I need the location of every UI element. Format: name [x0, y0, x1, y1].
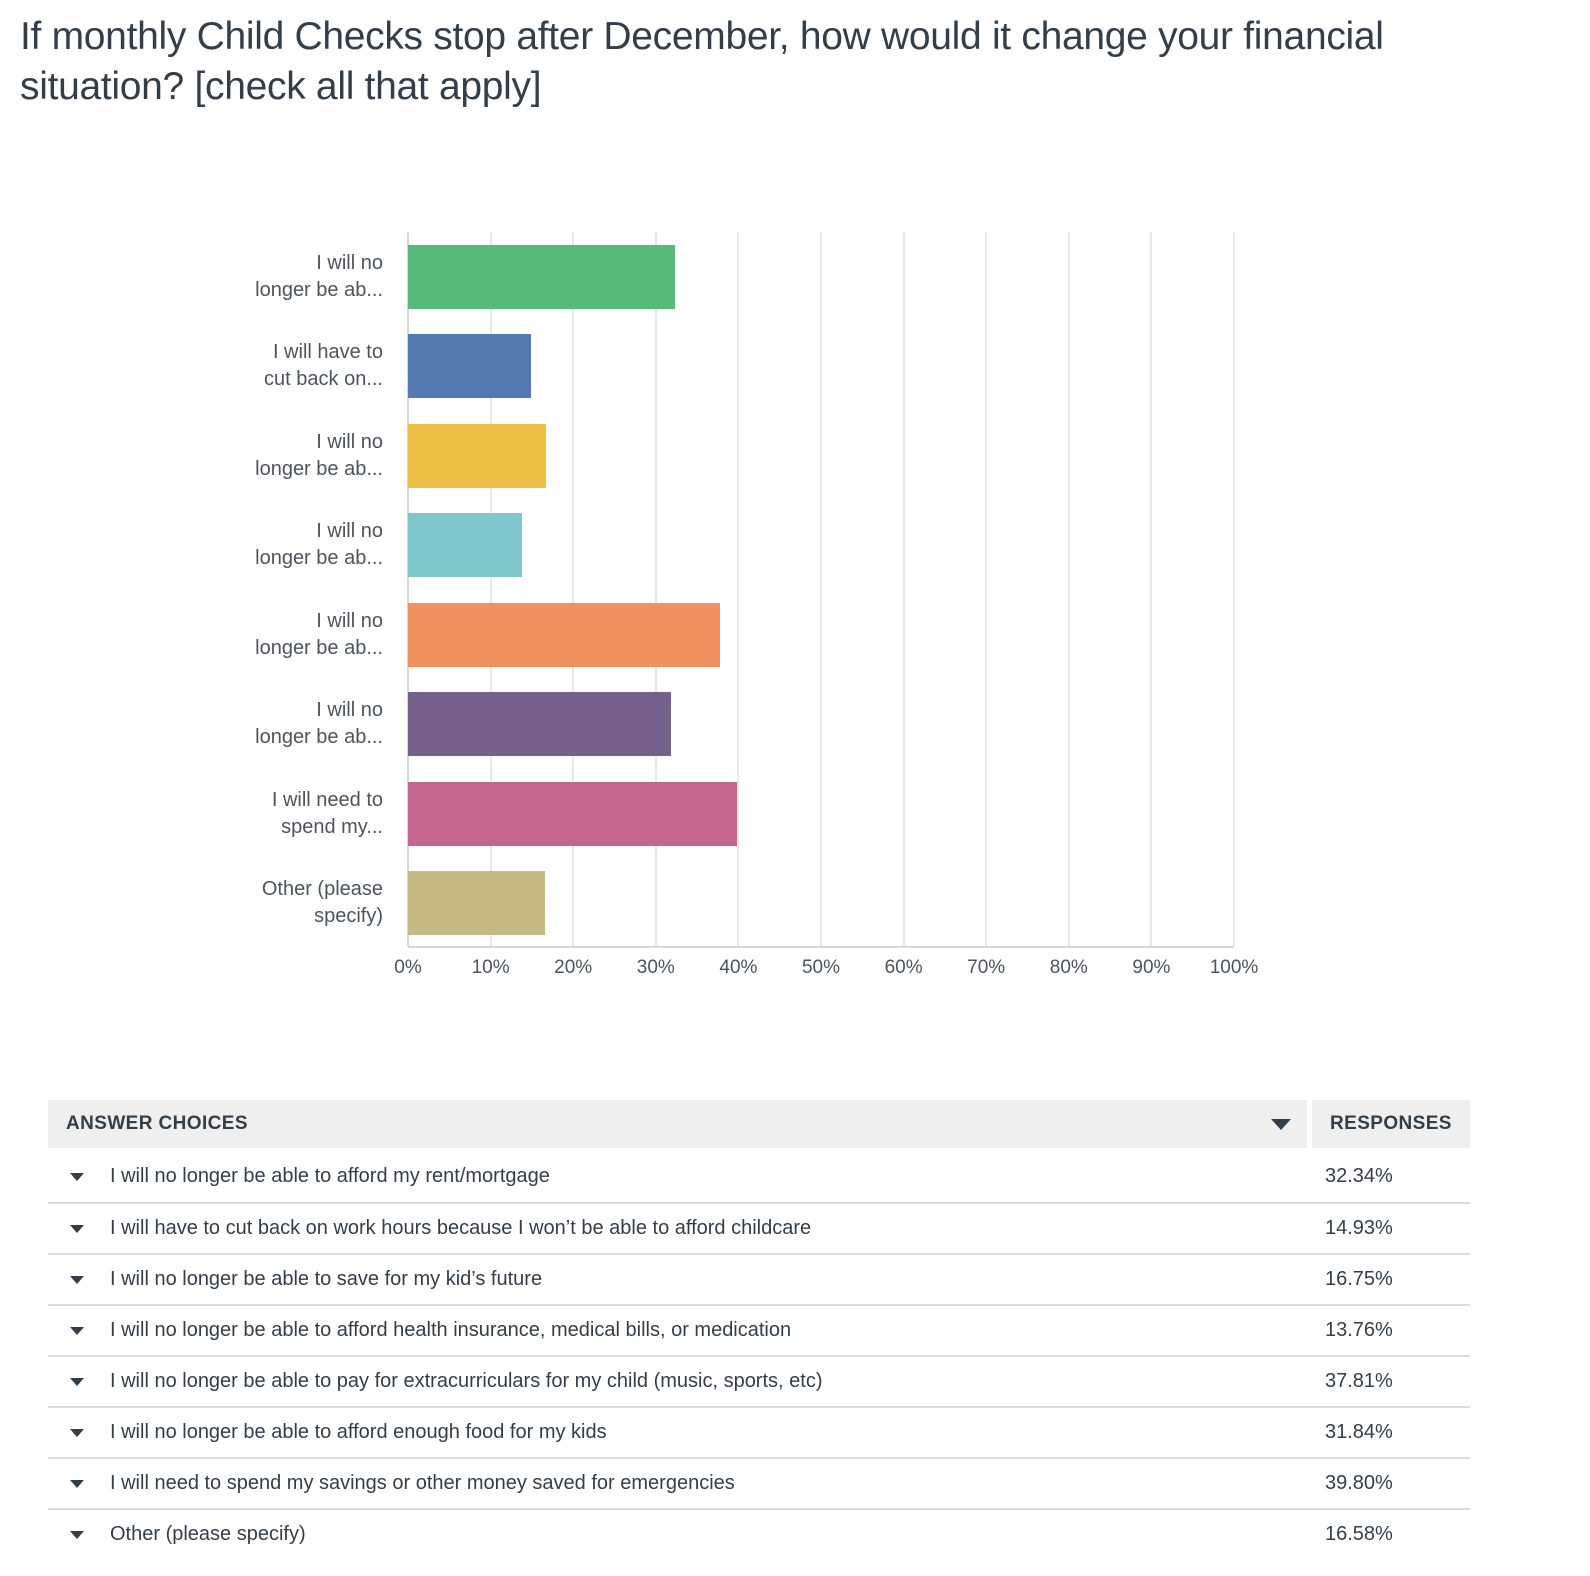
response-value: 13.76%	[1325, 1319, 1393, 1341]
axis-tick-50: 50%	[801, 957, 841, 978]
table-row: I will have to cut back on work hours be…	[48, 1202, 1470, 1253]
answer-label: I will no longer be able to afford enoug…	[110, 1421, 607, 1443]
row-expand-caret-icon[interactable]	[70, 1377, 84, 1386]
bar-5	[408, 692, 671, 757]
gridline-0	[407, 232, 409, 946]
gridline-60	[902, 232, 905, 946]
axis-tick-40: 40%	[719, 957, 758, 978]
row-expand-caret-icon[interactable]	[70, 1530, 84, 1539]
chart-label: I will need to spend my...	[271, 788, 383, 838]
chart-label: I will no longer be ab...	[255, 251, 383, 301]
answer-choices-header-label: ANSWER CHOICES	[66, 1113, 248, 1134]
row-expand-caret-icon[interactable]	[70, 1172, 84, 1181]
gridline-40	[737, 232, 740, 946]
bar-slot	[408, 322, 1234, 412]
table-row: I will no longer be able to save for my …	[48, 1253, 1470, 1304]
bar-6	[408, 781, 737, 846]
gridline-90	[1150, 232, 1153, 946]
answer-label: I will need to spend my savings or other…	[110, 1472, 735, 1494]
responses-header-cell: RESPONSES	[1312, 1100, 1470, 1148]
table-row: I will no longer be able to afford enoug…	[48, 1406, 1470, 1457]
table-body: I will no longer be able to afford my re…	[48, 1151, 1470, 1559]
chart-label: Other (please specify)	[261, 878, 383, 928]
table-row: I will no longer be able to afford healt…	[48, 1304, 1470, 1355]
response-value: 16.75%	[1325, 1268, 1393, 1290]
answer-label: Other (please specify)	[110, 1523, 306, 1545]
axis-tick-10: 10%	[471, 957, 510, 978]
survey-bar-chart: I will no longer be ab... I will have to cu…	[0, 232, 1258, 983]
answer-label: I will no longer be able to afford my re…	[110, 1165, 550, 1187]
axis-tick-100: 100%	[1209, 957, 1259, 978]
page-title: If monthly Child Checks stop after Decem…	[20, 15, 1384, 109]
chart-label: I will no longer be ab...	[255, 699, 383, 749]
sort-caret-icon[interactable]	[1271, 1118, 1291, 1130]
response-value: 37.81%	[1325, 1370, 1393, 1392]
row-expand-caret-icon[interactable]	[70, 1224, 84, 1233]
gridline-20	[572, 232, 575, 946]
row-expand-caret-icon[interactable]	[70, 1479, 84, 1488]
chart-label: I will no longer be ab...	[255, 609, 383, 659]
answer-choices-table: ANSWER CHOICES RESPONSES I will no longe…	[48, 1100, 1470, 1559]
axis-tick-80: 80%	[1049, 957, 1088, 978]
answer-label: I will no longer be able to pay for extr…	[110, 1370, 823, 1392]
bar-slot	[408, 411, 1234, 501]
gridline-100	[1233, 232, 1235, 946]
table-row: I will no longer be able to afford my re…	[48, 1151, 1470, 1202]
chart-x-axis: 0% 10% 20% 30% 40% 50% 60% 70% 80% 90% 100%	[394, 957, 1258, 983]
axis-tick-30: 30%	[636, 957, 675, 978]
bar-3	[408, 513, 522, 578]
bar-slot	[408, 769, 1234, 859]
response-value: 32.34%	[1325, 1165, 1393, 1187]
bar-2	[408, 423, 547, 488]
chart-label: I will no longer be ab...	[255, 520, 383, 570]
row-expand-caret-icon[interactable]	[70, 1275, 84, 1284]
bar-7	[408, 871, 545, 936]
answer-choices-header-cell: ANSWER CHOICES	[48, 1100, 1307, 1148]
response-value: 16.58%	[1325, 1523, 1393, 1545]
axis-tick-0: 0%	[394, 957, 422, 978]
axis-tick-90: 90%	[1132, 957, 1171, 978]
table-row: I will need to spend my savings or other…	[48, 1457, 1470, 1508]
table-row: I will no longer be able to pay for extr…	[48, 1355, 1470, 1406]
bar-4	[408, 602, 721, 667]
row-expand-caret-icon[interactable]	[70, 1326, 84, 1335]
chart-plot-area	[407, 232, 1235, 949]
response-value: 39.80%	[1325, 1472, 1393, 1494]
responses-header-label: RESPONSES	[1330, 1113, 1452, 1134]
axis-tick-60: 60%	[884, 957, 923, 978]
bar-slot	[408, 680, 1234, 770]
chart-category-labels: I will no longer be ab... I will have to cu…	[0, 232, 408, 948]
answer-label: I will no longer be able to save for my …	[110, 1268, 543, 1290]
bar-0	[408, 244, 676, 309]
table-row: Other (please specify) 16.58%	[48, 1508, 1470, 1559]
gridline-80	[1067, 232, 1070, 946]
gridline-30	[654, 232, 657, 946]
axis-tick-70: 70%	[967, 957, 1006, 978]
bar-slot	[408, 232, 1234, 322]
gridline-70	[985, 232, 988, 946]
gridline-50	[820, 232, 822, 946]
response-value: 14.93%	[1325, 1217, 1393, 1239]
row-expand-caret-icon[interactable]	[70, 1428, 84, 1437]
answer-label: I will have to cut back on work hours be…	[110, 1217, 812, 1239]
gridline-10	[489, 232, 492, 946]
chart-label: I will have to cut back on...	[264, 341, 383, 391]
answer-label: I will no longer be able to afford healt…	[110, 1319, 792, 1341]
bar-slot	[408, 501, 1234, 591]
bar-slot	[408, 590, 1234, 680]
axis-tick-20: 20%	[554, 957, 593, 978]
bar-1	[408, 334, 532, 399]
bar-slot	[408, 859, 1234, 949]
chart-label: I will no longer be ab...	[255, 430, 383, 480]
response-value: 31.84%	[1325, 1421, 1393, 1443]
table-header-row: ANSWER CHOICES RESPONSES	[48, 1100, 1470, 1148]
